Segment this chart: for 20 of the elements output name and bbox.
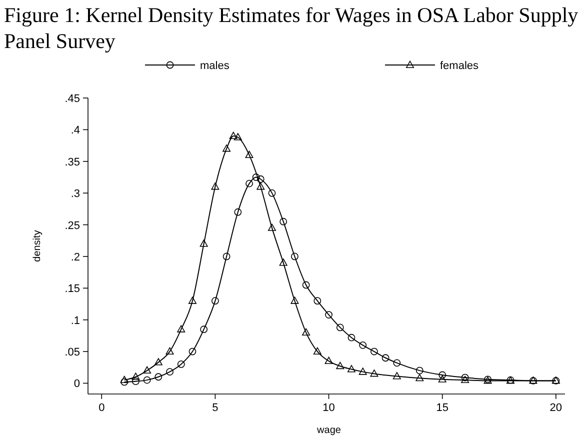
- legend-label: females: [440, 60, 480, 72]
- y-tick-label: .3: [70, 188, 80, 200]
- y-tick-label: .45: [64, 93, 80, 105]
- x-tick-label: 0: [98, 402, 105, 414]
- x-tick-label: 10: [322, 402, 335, 414]
- y-tick-label: .1: [70, 314, 80, 327]
- y-tick-label: .35: [64, 156, 80, 168]
- x-axis-title: wage: [316, 425, 342, 436]
- x-tick-label: 15: [436, 402, 448, 414]
- y-tick-label: .15: [64, 283, 80, 296]
- y-axis-title: density: [32, 230, 43, 262]
- x-tick-label: 5: [212, 402, 218, 414]
- y-tick-label: .25: [64, 220, 80, 232]
- x-tick-label: 20: [550, 402, 562, 414]
- y-tick-label: .05: [64, 346, 80, 359]
- y-tick-label: 0: [74, 378, 80, 390]
- y-tick-label: .2: [70, 251, 80, 264]
- chart-title: Figure 1: Kernel Density Estimates for Wages in OSA Labor Supply Panel Survey: [4, 3, 579, 53]
- y-tick-label: .4: [70, 124, 80, 137]
- legend-label: males: [200, 60, 230, 72]
